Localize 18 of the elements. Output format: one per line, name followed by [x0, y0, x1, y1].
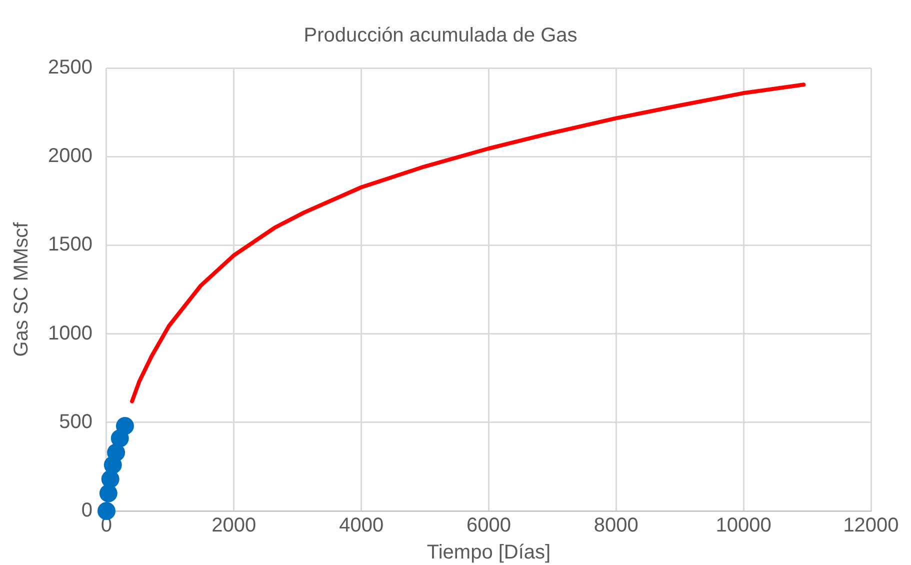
y-tick-label: 2500: [48, 56, 92, 79]
y-axis-title: Gas SC MMscf: [10, 222, 33, 357]
x-tick-label: 6000: [466, 514, 511, 537]
x-tick-label: 4000: [339, 514, 384, 537]
x-tick-label: 12000: [843, 514, 899, 537]
point: [107, 444, 126, 462]
y-tick-label: 1000: [48, 322, 92, 344]
y-tick-label: 2000: [48, 145, 92, 168]
point: [97, 502, 116, 520]
y-tick-label: 1500: [48, 234, 92, 256]
x-tick-label: 2000: [212, 514, 256, 537]
y-tick-label: 500: [59, 410, 92, 433]
x-axis-title: Tiempo [Días]: [426, 542, 551, 564]
x-tick-label: 8000: [594, 514, 638, 537]
x-tick-label: 10000: [716, 514, 772, 537]
point: [116, 416, 134, 435]
y-tick-label: 0: [81, 500, 92, 522]
chart-title: Producción acumulada de Gas: [304, 24, 578, 47]
